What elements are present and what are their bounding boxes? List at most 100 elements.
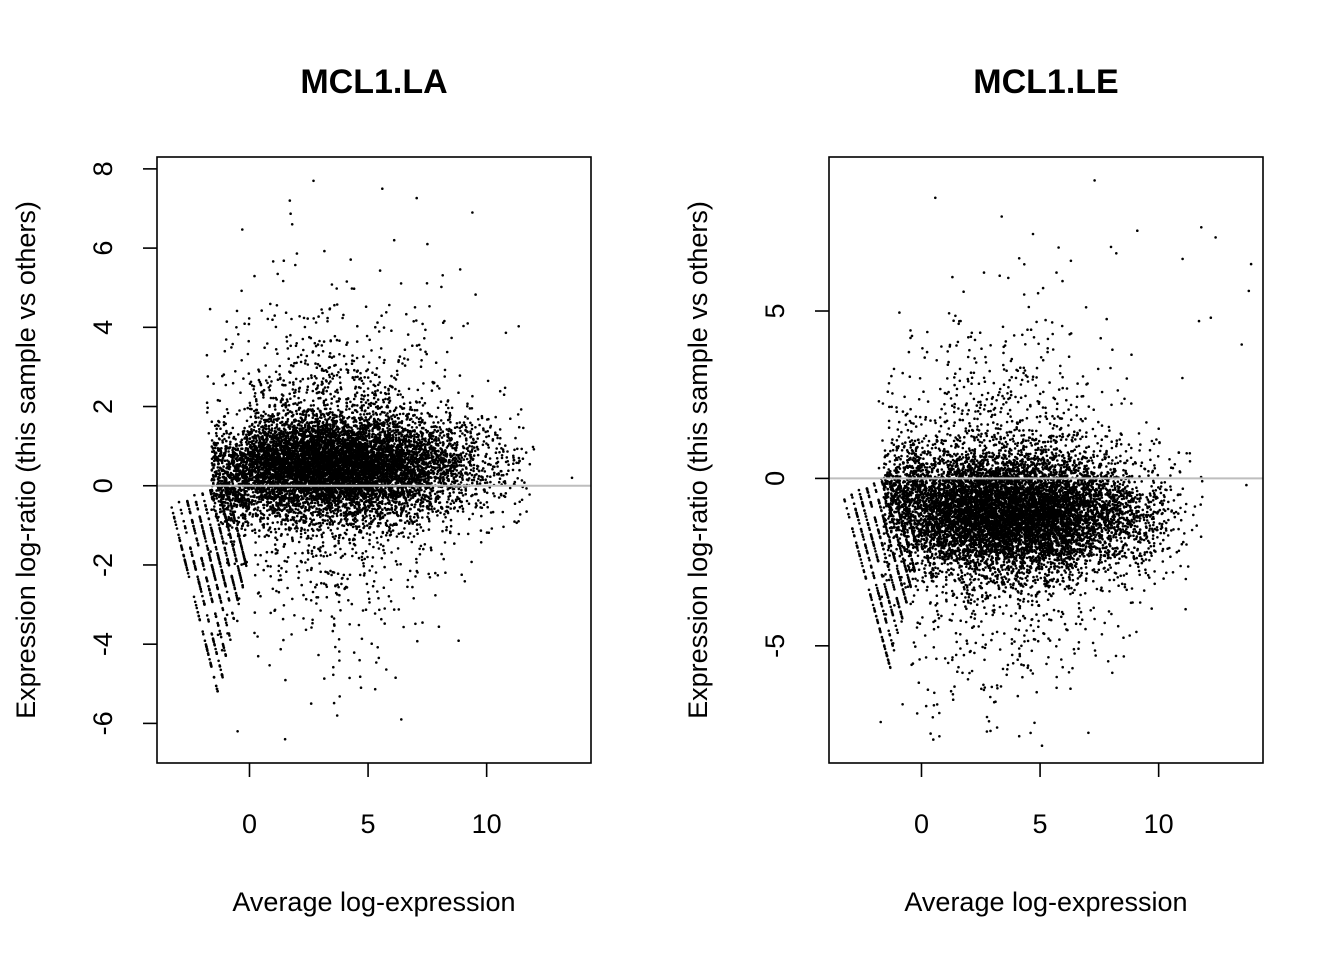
- data-point: [372, 413, 375, 416]
- data-point: [435, 510, 438, 513]
- data-point: [445, 528, 448, 532]
- data-point: [484, 454, 487, 458]
- data-point: [241, 430, 245, 433]
- data-point: [359, 413, 362, 416]
- data-point: [237, 516, 240, 519]
- data-point: [227, 504, 230, 508]
- data-point: [502, 450, 505, 453]
- data-point: [395, 500, 398, 504]
- data-point: [267, 420, 271, 423]
- data-point: [275, 423, 279, 426]
- data-point: [466, 402, 469, 406]
- data-point: [379, 391, 383, 394]
- data-point: [257, 435, 260, 438]
- data-point: [441, 529, 444, 533]
- data-point: [500, 456, 504, 460]
- data-point: [472, 454, 476, 457]
- data-point: [493, 494, 496, 498]
- data-point: [282, 518, 285, 521]
- data-point: [413, 408, 417, 412]
- data-point: [225, 408, 229, 411]
- data-point: [417, 417, 421, 421]
- data-point: [447, 498, 450, 501]
- data-point: [259, 509, 262, 513]
- data-point: [493, 471, 496, 475]
- data-point: [433, 492, 437, 496]
- data-point: [429, 494, 433, 497]
- data-point: [403, 502, 407, 505]
- data-point: [408, 532, 412, 535]
- data-point: [276, 412, 280, 415]
- data-point: [282, 504, 286, 507]
- data-point: [337, 408, 340, 412]
- data-point: [312, 511, 315, 514]
- data-point: [328, 523, 332, 526]
- data-point: [428, 519, 431, 523]
- data-point: [221, 441, 224, 444]
- data-point: [517, 520, 520, 523]
- data-point: [282, 499, 286, 503]
- data-point: [441, 441, 445, 444]
- data-point: [468, 444, 471, 448]
- data-point: [327, 526, 330, 530]
- data-point: [261, 414, 265, 418]
- data-point: [289, 397, 292, 401]
- data-point: [496, 465, 499, 468]
- data-point: [461, 510, 465, 513]
- data-point: [297, 576, 300, 580]
- data-point: [268, 513, 271, 517]
- data-point: [275, 538, 279, 542]
- data-point: [475, 445, 479, 449]
- data-point: [454, 472, 457, 476]
- data-point: [342, 514, 346, 517]
- data-point: [496, 436, 499, 440]
- data-point: [465, 426, 468, 429]
- data-point: [487, 417, 490, 421]
- data-point: [494, 415, 498, 419]
- data-point: [248, 401, 252, 405]
- data-point: [254, 531, 257, 535]
- data-point: [434, 500, 437, 504]
- data-point: [432, 421, 435, 424]
- data-point: [474, 502, 478, 505]
- data-point: [386, 519, 389, 523]
- data-point: [284, 528, 288, 531]
- data-point: [351, 411, 354, 415]
- data-point: [498, 442, 501, 446]
- data-point: [305, 391, 309, 394]
- data-point: [296, 355, 300, 359]
- data-point: [423, 422, 426, 425]
- data-point: [427, 453, 431, 457]
- data-point: [408, 498, 411, 502]
- data-point: [254, 415, 257, 418]
- data-point: [519, 408, 523, 411]
- data-point: [477, 474, 481, 478]
- data-point: [515, 461, 518, 465]
- data-point: [513, 520, 516, 523]
- data-point: [458, 421, 462, 424]
- data-point: [447, 406, 450, 410]
- data-point: [461, 494, 465, 497]
- data-point: [458, 435, 462, 438]
- data-point: [484, 478, 488, 482]
- data-point: [382, 544, 385, 548]
- data-point: [215, 434, 218, 438]
- data-point: [415, 416, 419, 419]
- data-point: [421, 504, 425, 508]
- data-point: [303, 528, 306, 531]
- data-point: [250, 523, 253, 526]
- data-point: [472, 469, 475, 473]
- data-point: [282, 409, 285, 412]
- data-point: [436, 406, 440, 410]
- data-point: [423, 490, 426, 493]
- data-point: [362, 413, 366, 416]
- data-point: [498, 428, 502, 431]
- data-point: [379, 543, 383, 546]
- data-point: [314, 417, 318, 421]
- data-point: [454, 475, 458, 478]
- data-point: [245, 509, 248, 513]
- data-point: [353, 403, 356, 407]
- data-point: [460, 456, 464, 459]
- data-point: [366, 393, 370, 397]
